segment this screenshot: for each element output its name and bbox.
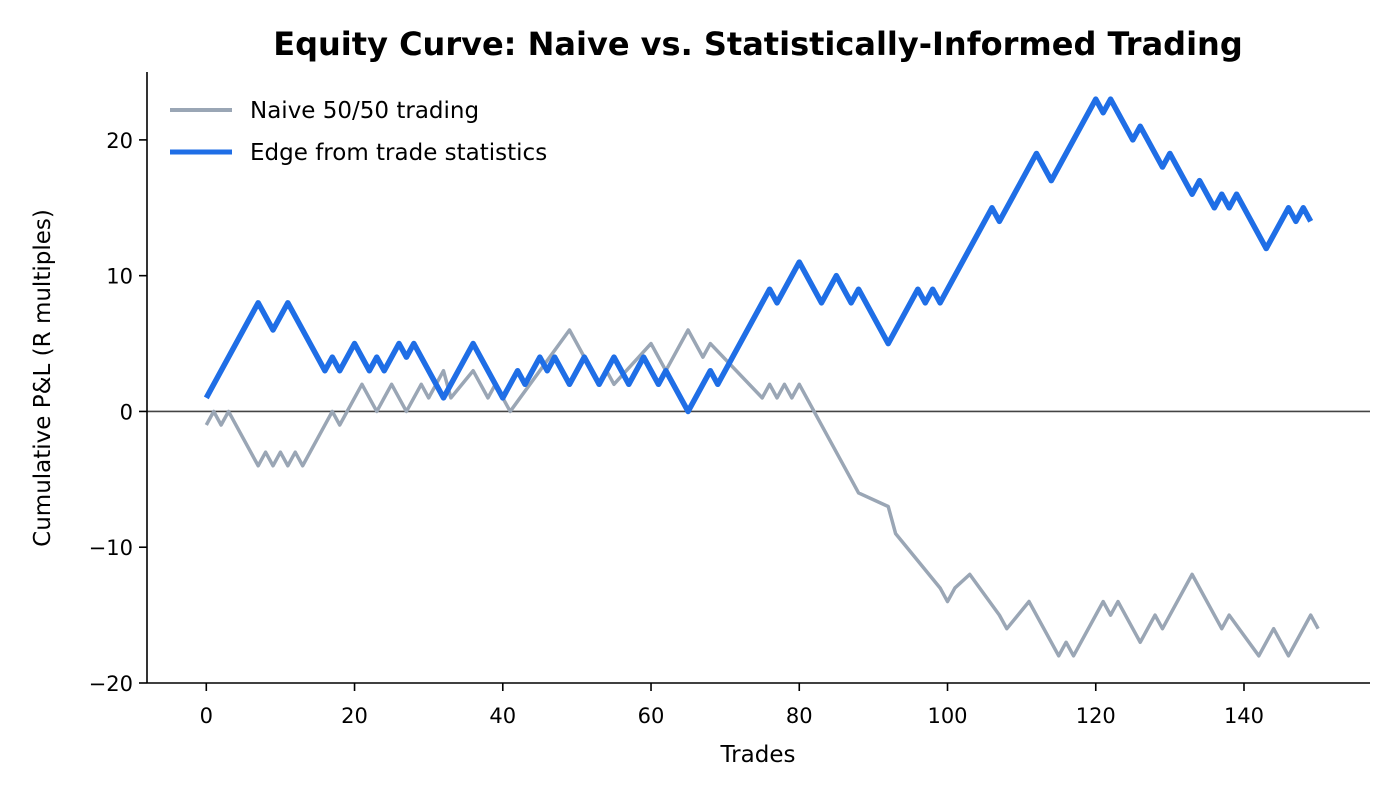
series-line-naive — [204, 328, 1320, 658]
y-tick-label: −10 — [89, 536, 133, 560]
legend-label-edge: Edge from trade statistics — [250, 140, 547, 166]
x-tick-label: 40 — [489, 704, 516, 728]
x-tick-label: 0 — [200, 704, 213, 728]
chart-title: Equity Curve: Naive vs. Statistically-In… — [273, 25, 1242, 63]
legend: Naive 50/50 trading Edge from trade stat… — [170, 98, 547, 166]
x-tick-label: 100 — [927, 704, 967, 728]
y-tick-label: 0 — [120, 400, 133, 424]
y-tick-label: 10 — [106, 265, 133, 289]
y-tick-label: 20 — [106, 129, 133, 153]
x-tick-label: 120 — [1076, 704, 1116, 728]
y-axis-ticks: −20 −10 0 10 20 — [89, 129, 147, 696]
series-line-edge — [203, 96, 1314, 415]
x-tick-label: 80 — [786, 704, 813, 728]
legend-label-naive: Naive 50/50 trading — [250, 98, 479, 124]
x-tick-label: 60 — [638, 704, 665, 728]
x-tick-label: 140 — [1224, 704, 1264, 728]
x-axis-ticks: 0 20 40 60 80 100 120 140 — [200, 683, 1264, 728]
x-axis-label: Trades — [720, 742, 796, 768]
x-tick-label: 20 — [341, 704, 368, 728]
y-axis-label: Cumulative P&L (R multiples) — [30, 209, 56, 547]
plot-area — [147, 96, 1370, 658]
y-tick-label: −20 — [89, 672, 133, 696]
